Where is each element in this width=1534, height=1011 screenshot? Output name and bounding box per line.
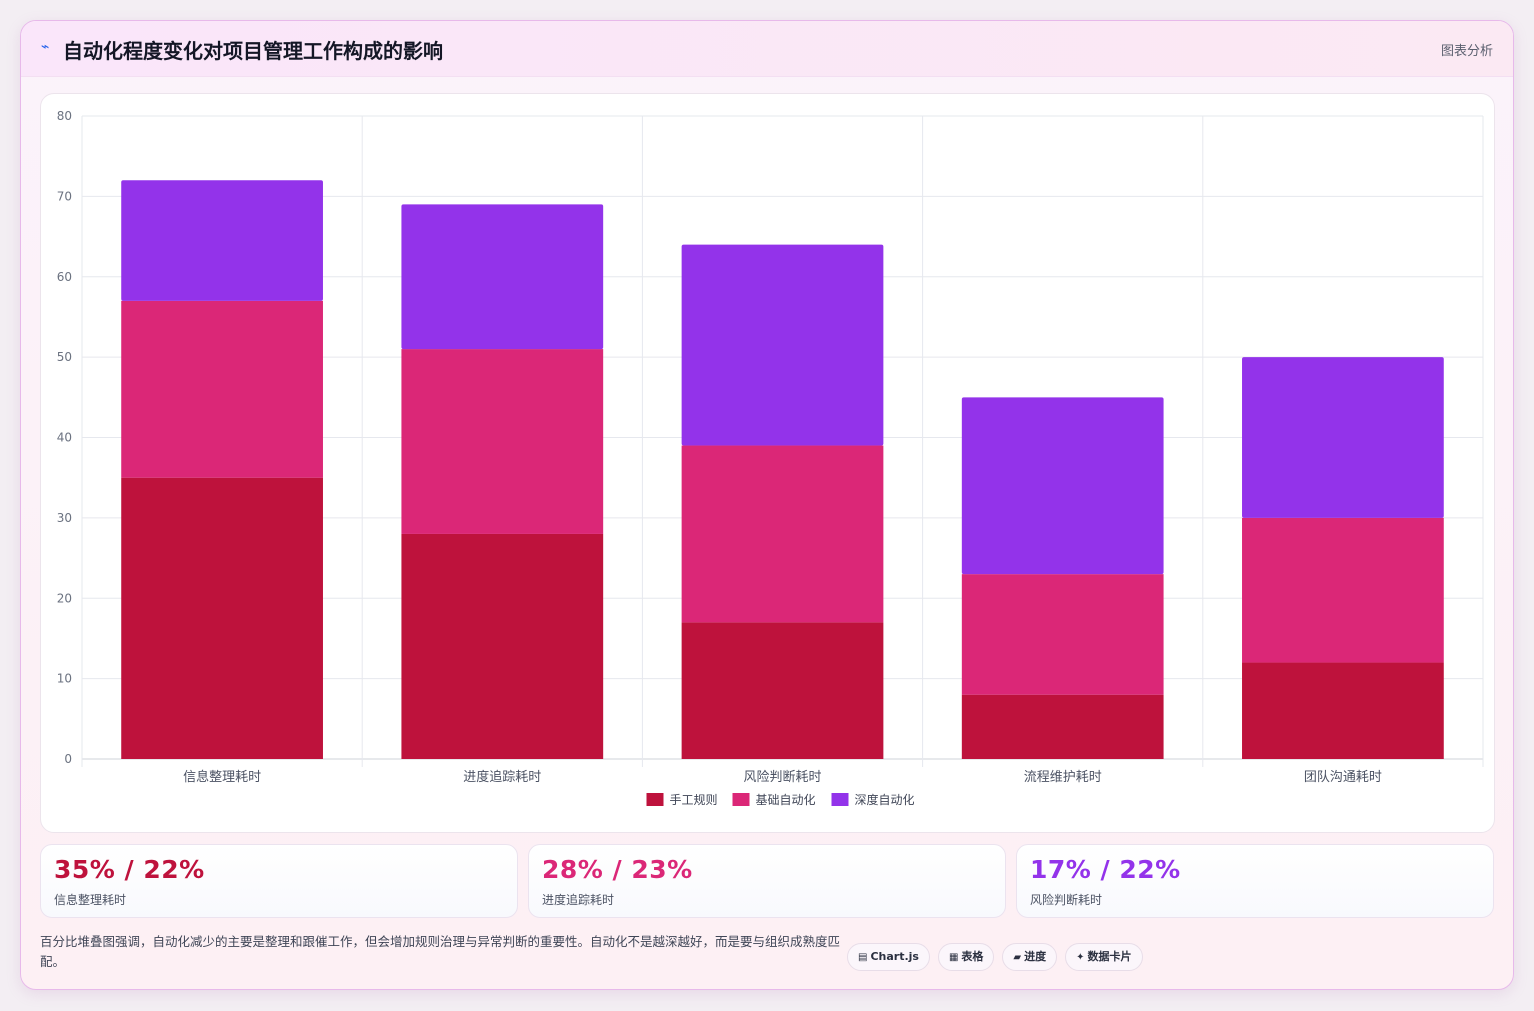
y-tick-label: 70: [57, 189, 72, 203]
card-header: ⌁ 自动化程度变化对项目管理工作构成的影响 图表分析: [21, 21, 1513, 77]
stat-value: 28% / 23%: [542, 855, 693, 884]
legend-swatch: [646, 793, 664, 806]
x-tick-label: 进度追踪耗时: [463, 769, 541, 785]
table-icon: ▦: [948, 952, 959, 963]
y-tick-label: 10: [57, 672, 72, 686]
bar-segment: [1242, 662, 1444, 759]
stat-card-progress: 28% / 23% 进度追踪耗时: [528, 844, 1006, 918]
y-tick-label: 40: [57, 431, 72, 445]
bar-segment: [121, 477, 323, 759]
footer-note: 百分比堆叠图强调，自动化减少的主要是整理和跟催工作，但会增加规则治理与异常判断的…: [40, 934, 841, 969]
stat-value: 17% / 22%: [1030, 855, 1181, 884]
bar-segment: [681, 445, 884, 623]
bar-segment: [681, 622, 884, 759]
y-tick-label: 0: [64, 752, 72, 766]
bar-segment: [121, 300, 323, 478]
sparkle-icon: ✦: [1076, 952, 1085, 963]
bar-segment: [121, 180, 323, 301]
legend-label: 深度自动化: [855, 792, 915, 807]
stat-label: 信息整理耗时: [54, 893, 127, 907]
pill-label: 进度: [1024, 950, 1047, 963]
x-tick-label: 信息整理耗时: [183, 769, 261, 785]
page-title: 自动化程度变化对项目管理工作构成的影响: [63, 39, 443, 63]
chart-icon: ▤: [858, 952, 868, 963]
pill-chartjs[interactable]: ▤ Chart.js: [847, 943, 930, 971]
pill-label: 数据卡片: [1087, 950, 1132, 963]
bar-segment: [1242, 517, 1444, 663]
pill-label: Chart.js: [870, 950, 919, 963]
x-tick-label: 团队沟通耗时: [1304, 770, 1382, 785]
y-tick-label: 50: [57, 350, 72, 364]
pill-table[interactable]: ▦ 表格: [937, 943, 995, 971]
trend-line-icon: ⌁: [41, 39, 50, 55]
stat-label: 风险判断耗时: [1030, 893, 1103, 907]
legend-swatch: [831, 793, 849, 806]
y-tick-label: 30: [57, 511, 72, 525]
chart-analysis-tag: 图表分析: [1440, 44, 1493, 59]
legend-label: 手工规则: [670, 792, 718, 807]
stat-label: 进度追踪耗时: [542, 893, 615, 907]
bar-segment: [961, 574, 1164, 695]
feature-pills: ▤ Chart.js ▦ 表格 ▰ 进度 ✦ 数据卡片: [847, 943, 1143, 971]
x-tick-label: 流程维护耗时: [1024, 770, 1102, 785]
chart-panel: 0 10 20 30 40 50 60 70 80 信息整理耗时 进度追踪耗时 风险判断耗时 流程维护耗…: [40, 93, 1495, 833]
pill-data-card[interactable]: ✦ 数据卡片: [1065, 943, 1143, 971]
y-tick-label: 60: [57, 270, 72, 284]
bar-segment: [401, 533, 604, 759]
bar-segment: [401, 204, 604, 350]
bar-segment: [1242, 357, 1444, 518]
x-tick-label: 风险判断耗时: [743, 770, 821, 785]
bar-segment: [961, 397, 1164, 575]
y-tick-label: 80: [57, 109, 72, 123]
progress-icon: ▰: [1013, 952, 1022, 963]
bar-segment: [681, 244, 884, 446]
bar-segment: [401, 349, 604, 534]
pill-label: 表格: [961, 950, 984, 963]
bar-segment: [961, 694, 1164, 759]
pill-progress[interactable]: ▰ 进度: [1002, 943, 1058, 971]
y-tick-label: 20: [57, 591, 72, 605]
stat-card-risk: 17% / 22% 风险判断耗时: [1016, 844, 1494, 918]
stat-value: 35% / 22%: [54, 855, 205, 884]
legend-swatch: [732, 793, 750, 806]
legend-label: 基础自动化: [756, 793, 816, 807]
stat-card-info: 35% / 22% 信息整理耗时: [40, 844, 518, 918]
stacked-bar-chart: 0 10 20 30 40 50 60 70 80 信息整理耗时 进度追踪耗时 风险判断耗时 流程维护耗…: [57, 109, 1484, 807]
chart-card: ⌁ 自动化程度变化对项目管理工作构成的影响 图表分析 0 10 20 30 40 50 60…: [20, 20, 1514, 990]
